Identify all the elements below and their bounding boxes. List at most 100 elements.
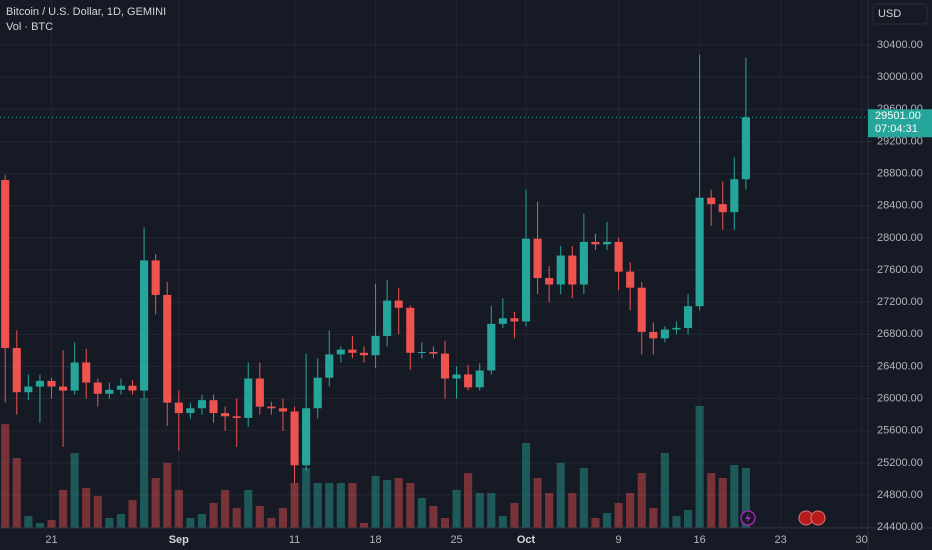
currency-label[interactable]: USD (878, 8, 901, 20)
volume-bar (695, 406, 704, 528)
volume-bar (718, 478, 727, 528)
candle-body (649, 331, 658, 339)
volume-bar (406, 483, 415, 528)
candle-body (35, 380, 44, 387)
volume-bar (417, 498, 426, 528)
volume-bar (128, 500, 137, 528)
candle-body (371, 335, 380, 356)
candle-body (197, 400, 207, 409)
volume-bar (464, 473, 473, 528)
volume-bar (255, 506, 264, 528)
volume-bar (116, 514, 125, 528)
candle-body (626, 271, 635, 288)
candle-body (683, 306, 693, 328)
volume-legend: Vol · BTC (6, 21, 53, 33)
volume-bar (209, 503, 218, 528)
volume-bar (487, 493, 496, 528)
candle-body (383, 300, 392, 336)
candle-body (267, 406, 276, 409)
candle-body (579, 241, 588, 285)
candle-body (718, 204, 727, 213)
candle-body (487, 323, 496, 371)
candle-body (591, 241, 600, 245)
volume-bar (197, 514, 207, 528)
candle-body (614, 241, 623, 272)
volume-bar (452, 490, 461, 528)
volume-bar (359, 523, 369, 528)
candle-body (82, 362, 91, 383)
candle-body (290, 411, 299, 466)
candle-body (151, 260, 160, 295)
volume-bar (232, 508, 241, 528)
volume-bar (163, 463, 172, 528)
volume-bar (614, 503, 623, 528)
y-tick-label: 28000.00 (877, 232, 923, 244)
volume-bar (440, 518, 450, 528)
volume-bar (267, 518, 276, 528)
event-icons (740, 510, 826, 526)
x-tick-label: 30 (856, 534, 868, 546)
candle-body (707, 197, 716, 205)
candle-body (417, 352, 426, 353)
candle-body (637, 287, 646, 332)
candle-body (24, 386, 33, 393)
axis-layer: 24400.00 24800.00 25200.00 25600.00 26000.00… (45, 39, 932, 546)
volume-bar (660, 453, 669, 528)
x-tick-label: 11 (289, 534, 300, 546)
volume-bar (371, 476, 380, 528)
candle-body (660, 329, 669, 339)
volume-bar (672, 516, 681, 528)
candle-body (741, 117, 750, 180)
candle-body (521, 238, 531, 322)
volume-bar (545, 493, 554, 528)
flag-icon[interactable] (810, 510, 826, 526)
candle-body (602, 241, 612, 245)
volume-bar (556, 463, 565, 528)
candle-body (244, 378, 253, 418)
volume-bar (521, 443, 531, 528)
candle-body (128, 385, 137, 391)
volume-bar (244, 490, 253, 528)
volume-bar (140, 398, 149, 528)
volume-bar (70, 453, 79, 528)
candle-body (221, 413, 230, 417)
candle-body (695, 197, 704, 307)
y-tick-label: 24400.00 (877, 521, 923, 533)
volume-bar (93, 496, 102, 528)
last-price-label: 29501.00 (875, 110, 921, 122)
volume-bar (383, 480, 392, 528)
candle-body (70, 362, 79, 391)
candle-body (93, 382, 102, 394)
volume-bar (278, 508, 288, 528)
candle-body (510, 318, 519, 322)
candle-body (174, 402, 183, 414)
x-tick-label: 21 (45, 534, 57, 546)
candle-body (568, 255, 577, 285)
candle-body (672, 327, 681, 330)
y-tick-label: 27200.00 (877, 296, 923, 308)
volume-bar (1, 424, 10, 528)
countdown-label: 07:04:31 (875, 123, 918, 135)
candle-body (475, 370, 484, 388)
currency-button[interactable] (872, 3, 928, 25)
candle-body (452, 374, 461, 379)
volume-bar (47, 520, 56, 528)
volume-bar (35, 523, 44, 528)
volume-bar (59, 490, 68, 528)
last-price-box (868, 109, 932, 138)
chart-title: Bitcoin / U.S. Dollar, 1D, GEMINI (6, 6, 166, 18)
volume-bar (568, 493, 577, 528)
y-tick-label: 27600.00 (877, 264, 923, 276)
volume-bar (313, 483, 322, 528)
y-tick-label: 29200.00 (877, 135, 923, 147)
candle-body (302, 408, 311, 466)
y-tick-label: 25600.00 (877, 425, 923, 437)
volume-bar (591, 518, 600, 528)
candle-body (406, 307, 415, 353)
volume-bar (24, 516, 33, 528)
candle-body (47, 380, 56, 387)
volume-bar (186, 518, 195, 528)
candle-body (232, 416, 241, 418)
